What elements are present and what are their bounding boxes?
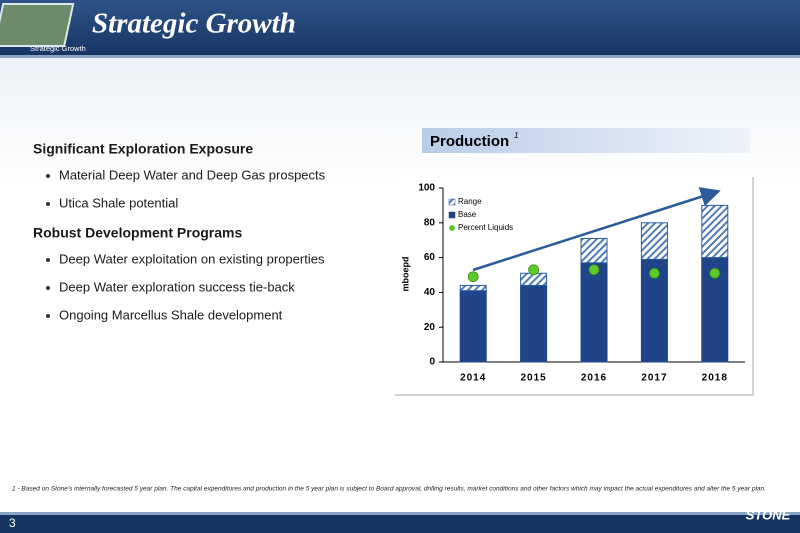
bullet-text: Deep Water exploitation on existing prop… (59, 251, 325, 266)
slide-subtitle: Strategic Growth (30, 44, 86, 53)
logo: STONE (746, 507, 791, 522)
header-photo (0, 3, 75, 47)
chart-panel (393, 175, 752, 394)
trend-arrow (472, 187, 721, 272)
chart-title-note: 1 (514, 131, 518, 140)
bar-segment (520, 284, 548, 363)
bullet-dot (46, 258, 50, 262)
bullet-text: Utica Shale potential (59, 195, 178, 210)
point (709, 267, 721, 279)
bullet-text: Deep Water exploration success tie-back (59, 279, 295, 294)
y-tick-label: 20 (424, 322, 436, 333)
bullet-dot (46, 314, 50, 318)
x-tick-label: 2017 (641, 373, 667, 384)
bar-segment (580, 237, 608, 264)
x-tick-label: 2016 (581, 373, 607, 384)
x-tick-label: 2014 (460, 373, 486, 384)
footnote: 1 - Based on Stone's internally forecast… (12, 487, 766, 493)
bullet-dot (46, 286, 50, 290)
bullet-dot (46, 174, 50, 178)
y-tick-label: 80 (424, 217, 436, 228)
slide-title: Strategic Growth (92, 8, 296, 40)
bar-segment (459, 290, 487, 363)
bar-segment (580, 262, 608, 363)
chart: 0 20 40 60 80 100 2014 2015 2016 2017 2018 Range Bas… (418, 183, 745, 384)
legend-label: Range (458, 197, 482, 206)
y-tick-label: 100 (418, 183, 435, 194)
x-tick-label: 2018 (702, 373, 728, 384)
x-tick-label: 2015 (520, 373, 546, 384)
point (528, 264, 539, 276)
page-number: 3 (9, 516, 16, 530)
legend-swatch (448, 198, 456, 206)
point (588, 264, 600, 276)
y-axis-label: mboepd (400, 257, 410, 292)
bar-segment (640, 258, 668, 363)
point (649, 267, 660, 279)
bullet-text: Ongoing Marcellus Shale development (59, 307, 283, 322)
section-heading: Significant Exploration Exposure (33, 141, 253, 157)
legend-swatch (448, 211, 456, 219)
y-tick-label: 0 (429, 357, 435, 368)
footer-rule (0, 512, 800, 515)
bar-segment (459, 284, 487, 292)
bullet-dot (46, 202, 50, 206)
bar-segment (640, 222, 668, 260)
chart-title: Production (430, 133, 509, 150)
footer-band (0, 515, 800, 533)
bullet-content: Significant Exploration Exposure Material… (33, 141, 326, 323)
point (467, 271, 479, 283)
chart-title-box (422, 128, 750, 153)
bar-segment (701, 204, 729, 259)
y-tick-label: 60 (424, 252, 436, 263)
legend-label: Percent Liquids (458, 223, 513, 232)
header-band (0, 0, 800, 55)
legend-swatch (449, 225, 455, 231)
bullet-text: Material Deep Water and Deep Gas prospec… (59, 167, 326, 182)
section-heading: Robust Development Programs (33, 225, 242, 241)
legend-label: Base (458, 210, 477, 219)
header-rule (0, 55, 800, 58)
y-tick-label: 40 (424, 287, 436, 298)
